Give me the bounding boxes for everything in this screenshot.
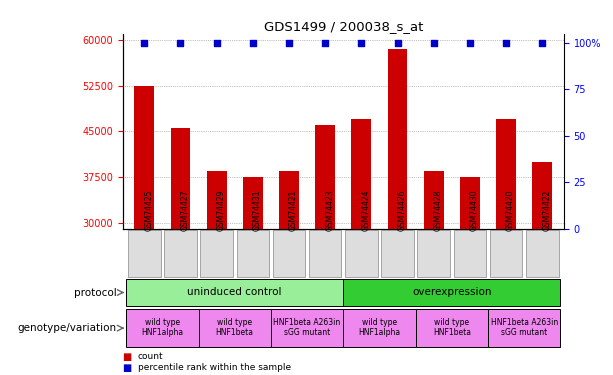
FancyBboxPatch shape	[343, 309, 416, 347]
FancyBboxPatch shape	[126, 279, 343, 306]
Text: ■: ■	[123, 363, 132, 373]
Bar	[460, 177, 480, 375]
FancyBboxPatch shape	[309, 230, 341, 276]
Text: GSM74423: GSM74423	[325, 190, 334, 231]
Point	[393, 40, 403, 46]
Point	[139, 40, 149, 46]
FancyBboxPatch shape	[416, 309, 488, 347]
Point	[211, 40, 221, 46]
Point	[429, 40, 439, 46]
Bar	[134, 86, 154, 375]
FancyBboxPatch shape	[164, 230, 197, 276]
Text: GSM74427: GSM74427	[180, 190, 189, 231]
Point	[538, 40, 547, 46]
Text: genotype/variation: genotype/variation	[17, 323, 116, 333]
Text: HNF1beta A263in
sGG mutant: HNF1beta A263in sGG mutant	[273, 318, 341, 337]
Text: ■: ■	[123, 352, 132, 362]
Point	[284, 40, 294, 46]
FancyBboxPatch shape	[237, 230, 269, 276]
FancyBboxPatch shape	[488, 309, 560, 347]
FancyBboxPatch shape	[128, 230, 161, 276]
Point	[320, 40, 330, 46]
Bar	[170, 128, 191, 375]
Point	[501, 40, 511, 46]
FancyBboxPatch shape	[526, 230, 558, 276]
Text: protocol: protocol	[74, 288, 116, 297]
Point	[357, 40, 367, 46]
Text: wild type
HNF1beta: wild type HNF1beta	[433, 318, 471, 337]
FancyBboxPatch shape	[126, 309, 199, 347]
Text: uninduced control: uninduced control	[188, 287, 282, 297]
FancyBboxPatch shape	[199, 309, 271, 347]
Text: count: count	[138, 352, 164, 361]
Text: overexpression: overexpression	[412, 287, 492, 297]
Text: percentile rank within the sample: percentile rank within the sample	[138, 363, 291, 372]
Text: GSM74431: GSM74431	[253, 190, 262, 231]
Bar	[387, 49, 408, 375]
FancyBboxPatch shape	[490, 230, 522, 276]
FancyBboxPatch shape	[273, 230, 305, 276]
Bar	[207, 171, 227, 375]
Text: HNF1beta A263in
sGG mutant: HNF1beta A263in sGG mutant	[490, 318, 558, 337]
Bar	[243, 177, 263, 375]
Point	[465, 40, 475, 46]
FancyBboxPatch shape	[381, 230, 414, 276]
FancyBboxPatch shape	[417, 230, 450, 276]
FancyBboxPatch shape	[454, 230, 486, 276]
Text: wild type
HNF1alpha: wild type HNF1alpha	[142, 318, 183, 337]
Bar	[315, 125, 335, 375]
Text: wild type
HNF1alpha: wild type HNF1alpha	[359, 318, 400, 337]
Point	[248, 40, 257, 46]
Text: wild type
HNF1beta: wild type HNF1beta	[216, 318, 254, 337]
Point	[175, 40, 185, 46]
Text: GSM74421: GSM74421	[289, 190, 298, 231]
Text: GSM74426: GSM74426	[398, 190, 406, 231]
FancyBboxPatch shape	[345, 230, 378, 276]
Bar	[424, 171, 444, 375]
Title: GDS1499 / 200038_s_at: GDS1499 / 200038_s_at	[264, 20, 423, 33]
FancyBboxPatch shape	[343, 279, 560, 306]
Text: GSM74428: GSM74428	[434, 190, 443, 231]
FancyBboxPatch shape	[200, 230, 233, 276]
Text: GSM74429: GSM74429	[216, 190, 226, 231]
Text: GSM74422: GSM74422	[543, 190, 551, 231]
Bar	[532, 162, 552, 375]
Bar	[496, 119, 516, 375]
Bar	[351, 119, 371, 375]
Text: GSM74424: GSM74424	[362, 190, 370, 231]
Text: GSM74425: GSM74425	[144, 190, 153, 231]
Text: GSM74420: GSM74420	[506, 190, 515, 231]
Text: GSM74430: GSM74430	[470, 190, 479, 231]
Bar	[279, 171, 299, 375]
FancyBboxPatch shape	[271, 309, 343, 347]
